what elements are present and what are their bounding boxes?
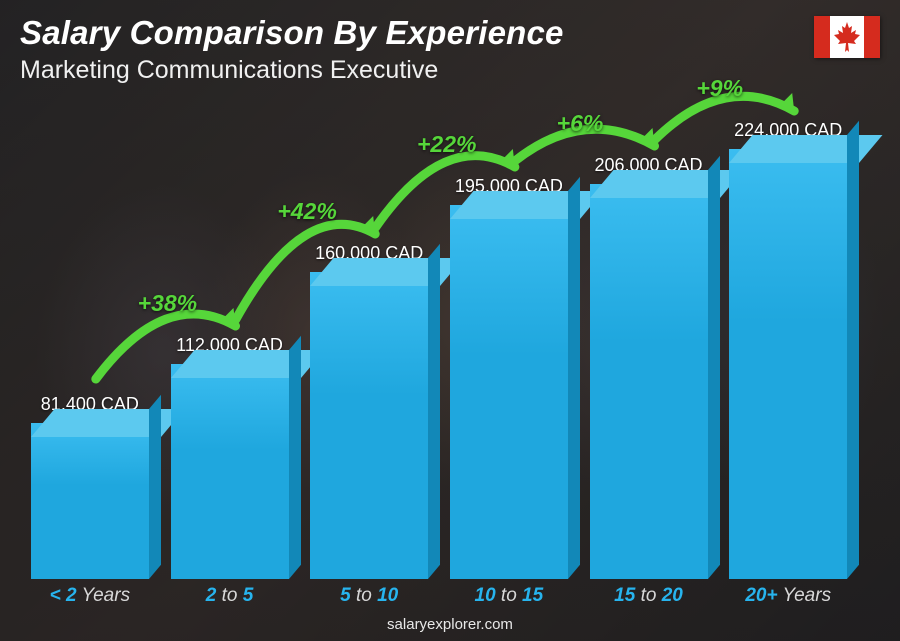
- increase-arc: [0, 0, 900, 641]
- increase-label: +9%: [696, 75, 743, 102]
- footer-attribution: salaryexplorer.com: [0, 616, 900, 633]
